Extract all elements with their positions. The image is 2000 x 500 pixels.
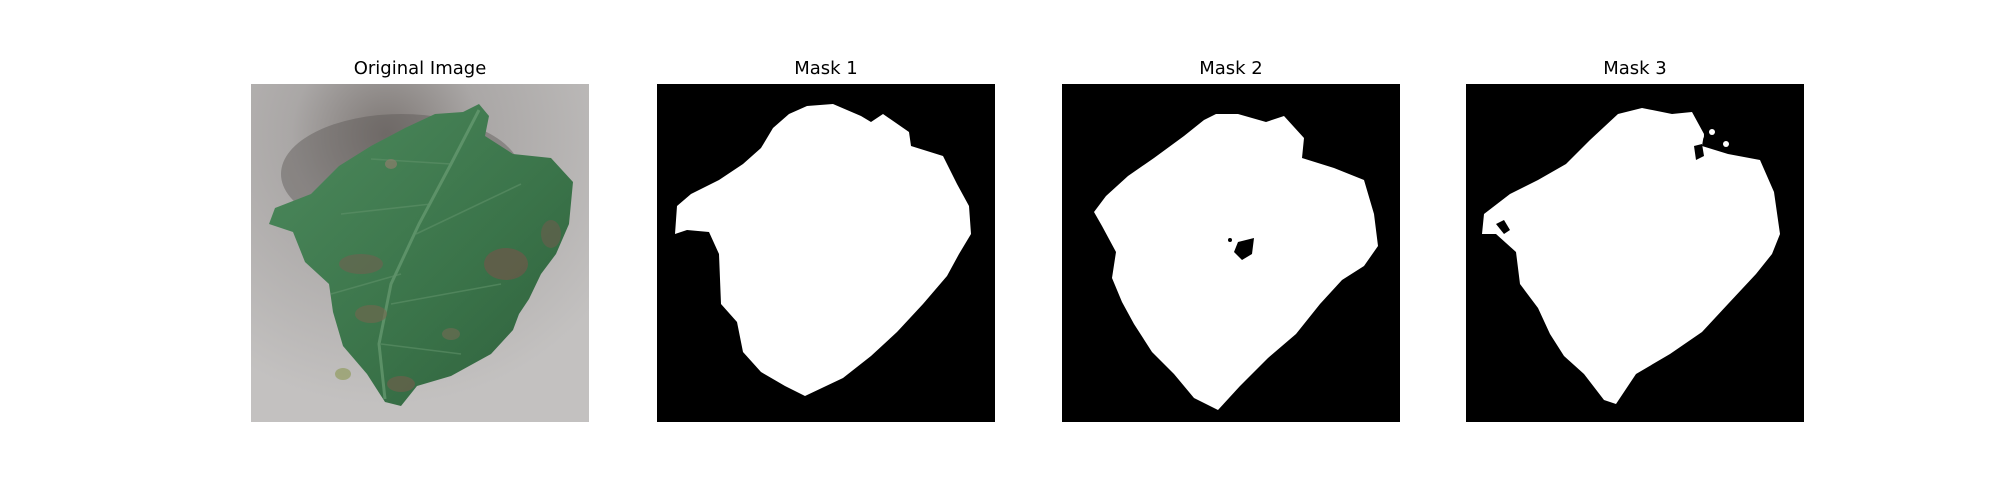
mask-2-image [1062,84,1400,422]
mask-2-region [1094,114,1378,410]
leaf-shape [269,104,573,406]
mask-2-hole [1234,238,1254,260]
mask-3-hole [1694,144,1704,160]
lesion-spot [484,248,528,280]
mask-1-image [657,84,995,422]
mask-1 [657,84,995,422]
panel-title-mask-3: Mask 3 [1603,58,1667,79]
panel-title-mask-1: Mask 1 [794,58,858,79]
original-image [251,84,589,422]
mask-1-region [675,104,971,396]
mask-3 [1466,84,1804,422]
mask-2 [1062,84,1400,422]
mask-3-image [1466,84,1804,422]
panel-title-mask-2: Mask 2 [1199,58,1263,79]
mask-3-region [1482,108,1780,404]
panel-title-original: Original Image [353,58,487,79]
leaf-photo [251,84,589,422]
